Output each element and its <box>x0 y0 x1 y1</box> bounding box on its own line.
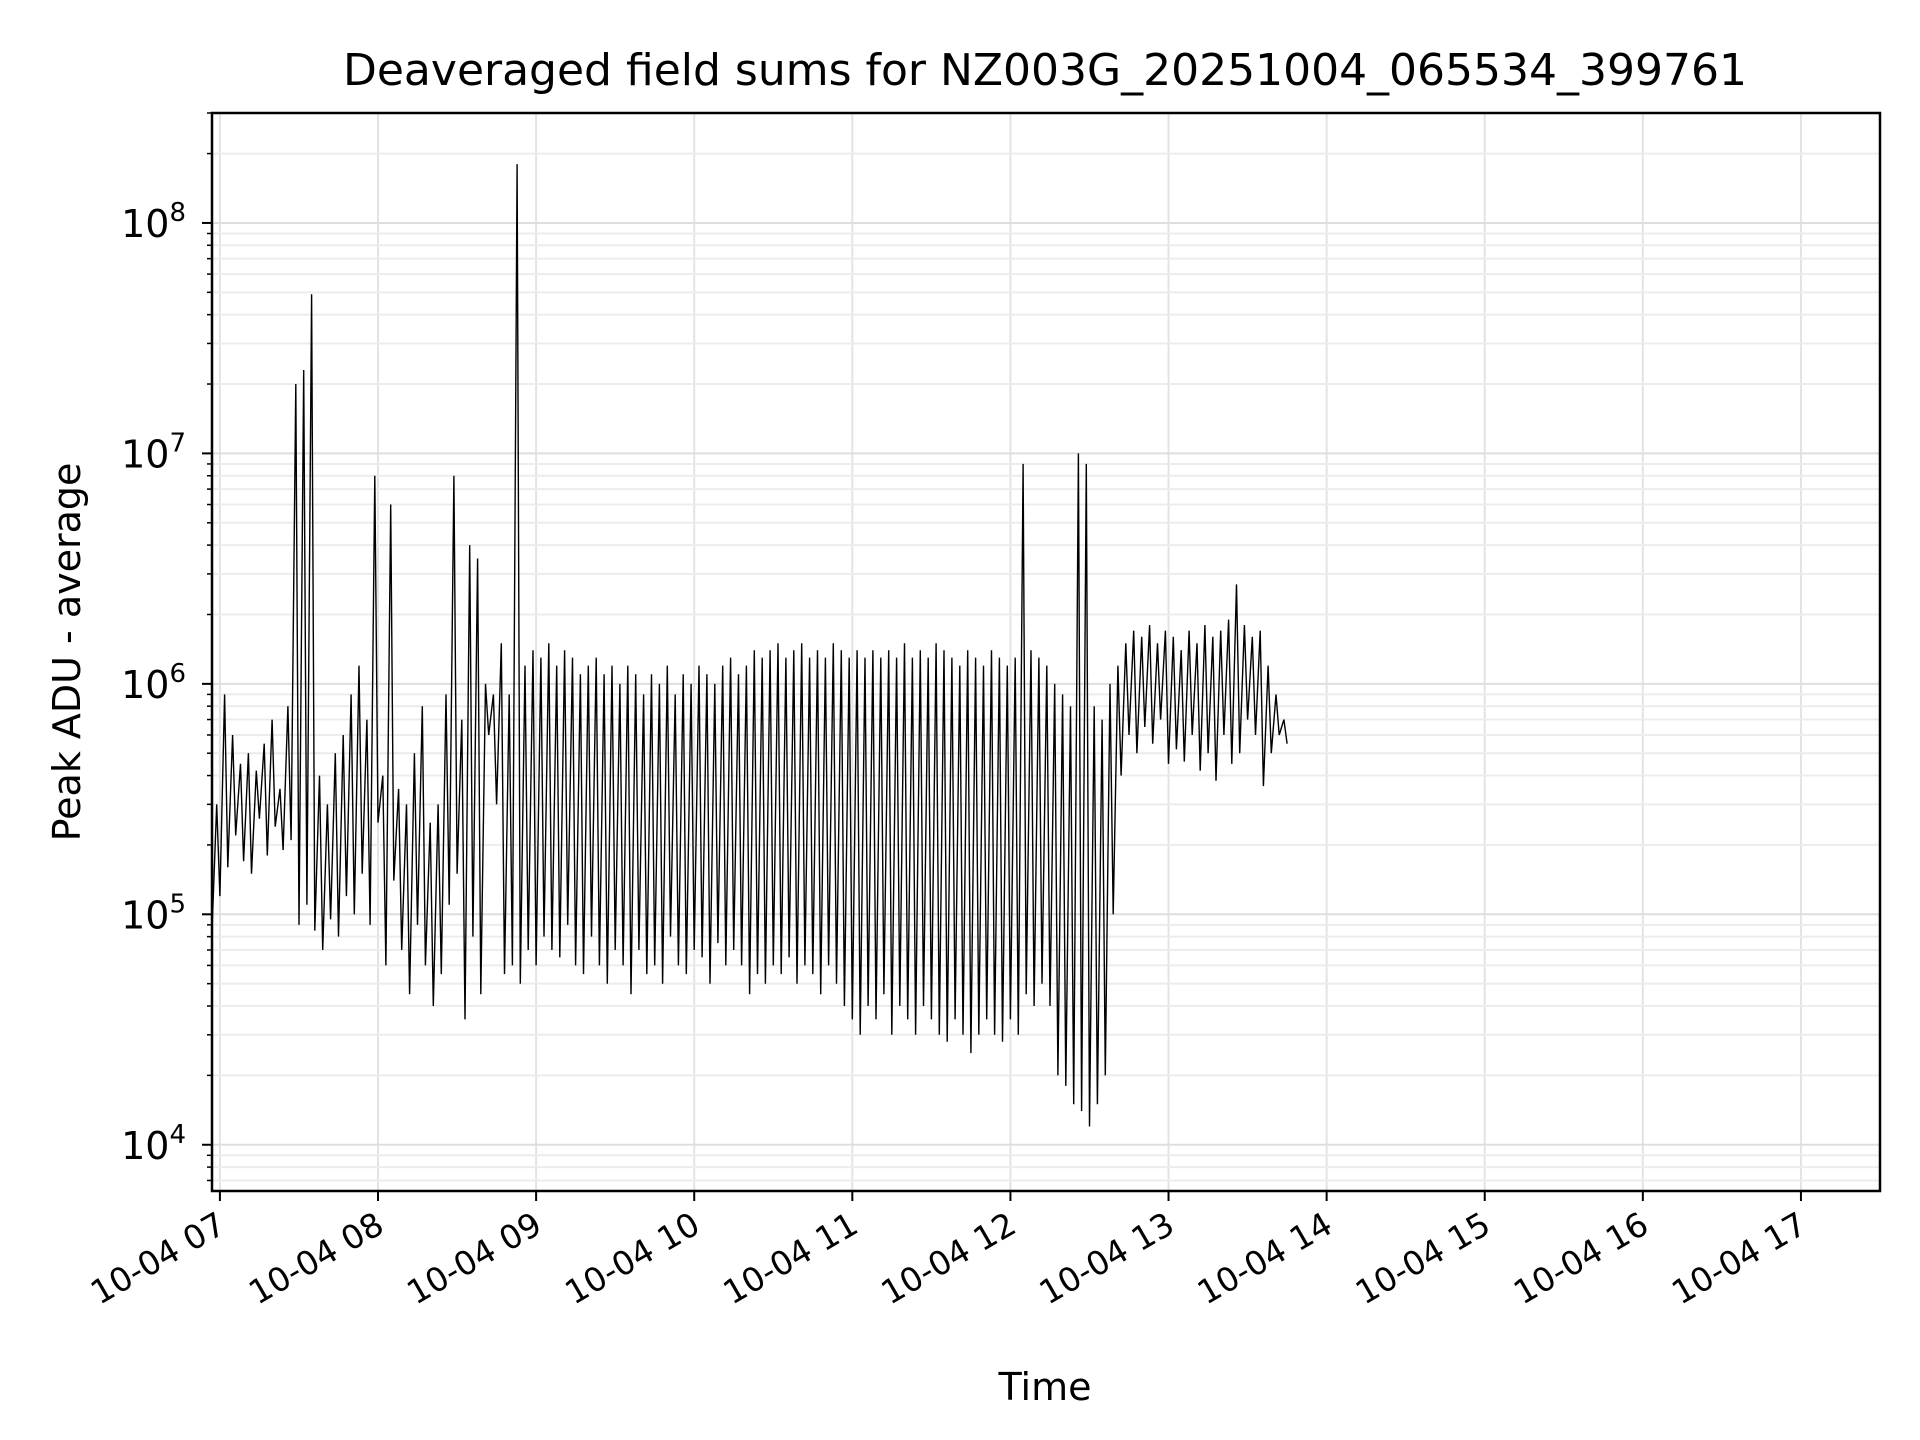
y-axis-label: Peak ADU - average <box>45 463 89 842</box>
y-tick-label: 107 <box>121 428 186 476</box>
y-tick-label: 105 <box>121 889 186 937</box>
y-tick-label: 104 <box>121 1120 186 1168</box>
grid-lines <box>212 112 1880 1191</box>
y-tick-label: 106 <box>121 659 186 707</box>
data-line <box>211 164 1288 1127</box>
y-tick-label: 108 <box>121 198 186 246</box>
plot-area-frame <box>210 111 1882 1193</box>
y-axis-ticks: 104 105 106 107 108 <box>121 112 212 1182</box>
chart-title: Deaveraged field sums for NZ003G_2025100… <box>343 45 1747 96</box>
x-axis-label: Time <box>998 1365 1092 1409</box>
data-series <box>211 164 1288 1127</box>
